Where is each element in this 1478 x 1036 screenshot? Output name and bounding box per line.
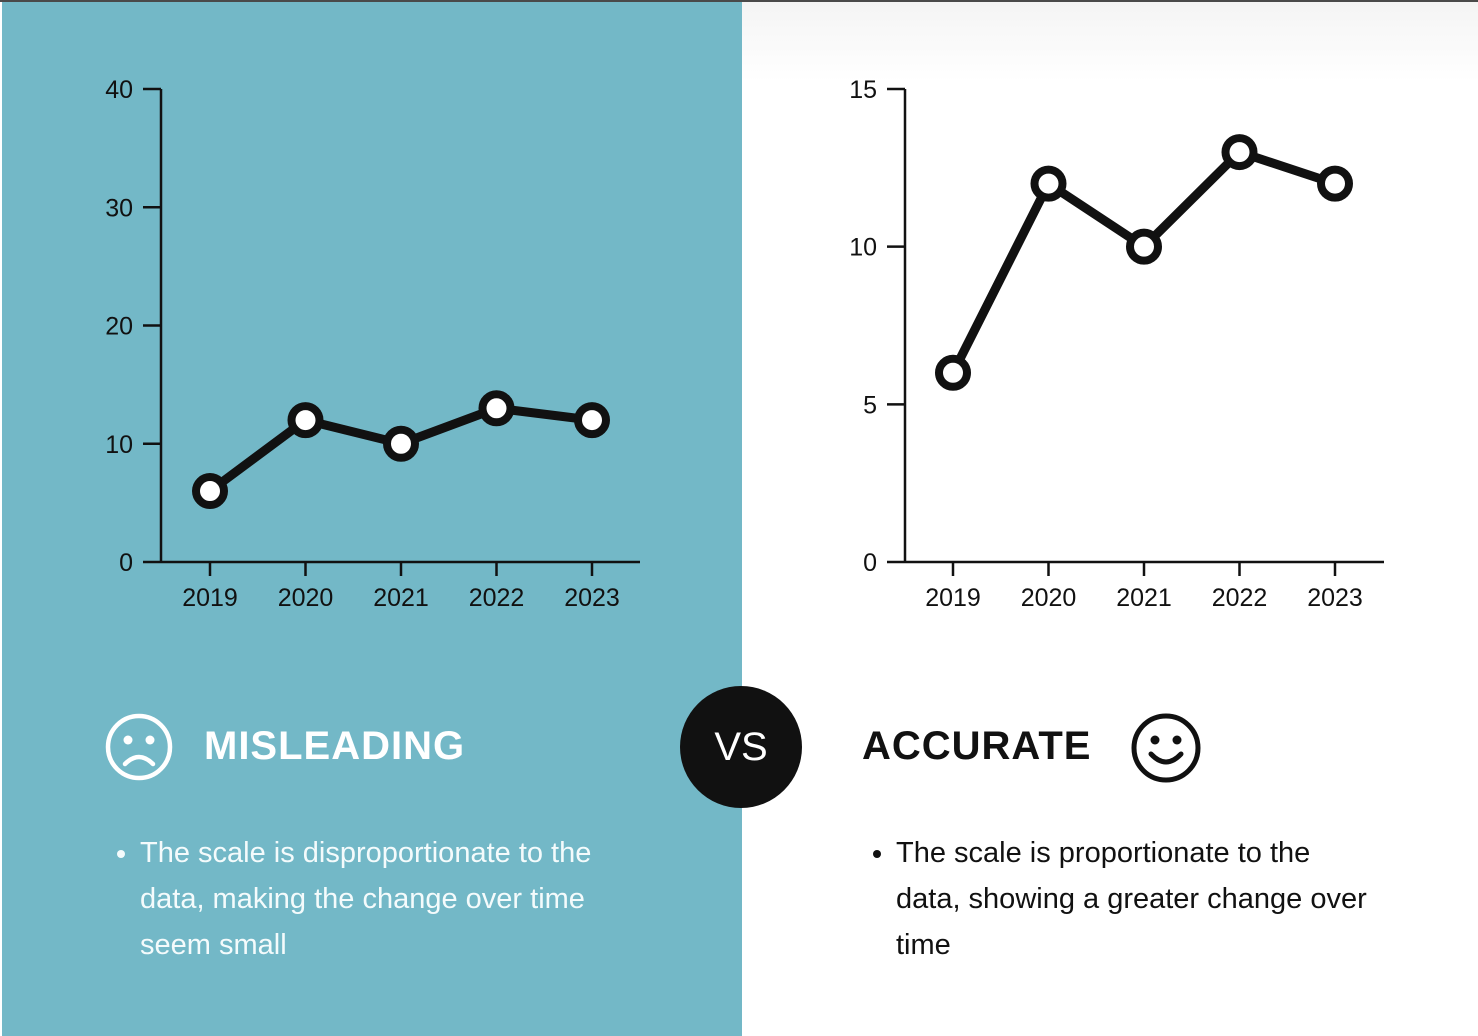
top-border xyxy=(0,0,1478,2)
chart1-x-tick-label: 2020 xyxy=(1021,584,1077,612)
chart1-x-tick-label: 2021 xyxy=(1116,584,1172,612)
chart1-data-point xyxy=(1221,134,1258,171)
chart0-data-point xyxy=(287,402,324,439)
chart1-data-point xyxy=(1317,165,1353,202)
misleading-bullet-list: The scale is disproportionate to the dat… xyxy=(104,830,640,968)
accurate-panel xyxy=(742,2,1478,1036)
chart1-y-tick-label: 5 xyxy=(863,391,877,419)
accurate-bullet-list: The scale is proportionate to the data, … xyxy=(860,830,1376,968)
chart0-x-tick-label: 2023 xyxy=(564,584,620,612)
sad-face-icon xyxy=(105,713,173,781)
chart0-x-tick-label: 2022 xyxy=(469,584,525,612)
chart1-x-tick-label: 2019 xyxy=(925,584,981,612)
chart0-x-tick-label: 2021 xyxy=(373,584,429,612)
chart0-y-tick-label: 30 xyxy=(105,194,133,222)
chart1-y-tick-label: 10 xyxy=(849,234,877,262)
chart1-data-point xyxy=(935,354,971,391)
chart0-y-tick-label: 0 xyxy=(119,549,133,577)
chart1-y-tick-label: 0 xyxy=(863,549,877,577)
accurate-bullet: The scale is proportionate to the data, … xyxy=(896,830,1376,968)
chart1-data-point xyxy=(1030,165,1067,202)
chart1-y-tick-label: 15 xyxy=(849,76,877,104)
misleading-heading: MISLEADING xyxy=(204,724,466,768)
chart0-data-point xyxy=(574,402,610,439)
chart1-data-point xyxy=(1126,228,1162,265)
vs-badge: VS xyxy=(680,686,802,808)
chart0-y-tick-label: 10 xyxy=(105,431,133,459)
chart0-y-tick-label: 20 xyxy=(105,313,133,341)
accurate-heading: ACCURATE xyxy=(862,724,1092,768)
chart0-data-point xyxy=(192,473,228,510)
chart0-data-point xyxy=(478,390,515,427)
chart0-x-tick-label: 2020 xyxy=(278,584,334,612)
chart0-y-tick-label: 40 xyxy=(105,76,133,104)
misleading-panel xyxy=(2,2,742,1036)
chart0-data-point xyxy=(383,425,419,462)
happy-face-icon xyxy=(1131,713,1201,783)
chart1-x-tick-label: 2022 xyxy=(1212,584,1268,612)
misleading-bullet: The scale is disproportionate to the dat… xyxy=(140,830,640,968)
chart1-x-tick-label: 2023 xyxy=(1307,584,1363,612)
chart0-x-tick-label: 2019 xyxy=(182,584,238,612)
